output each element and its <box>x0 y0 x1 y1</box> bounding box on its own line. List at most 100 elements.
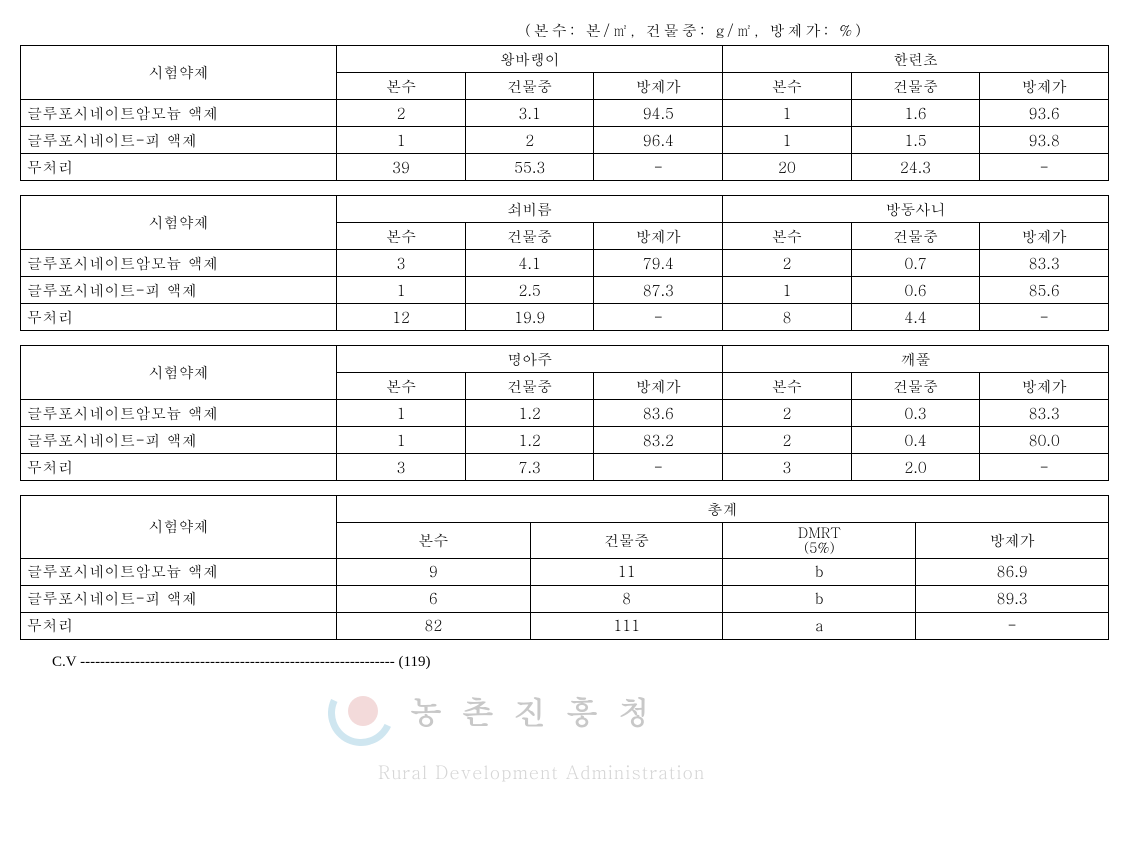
panel-0-row-0-c1: 3.1 <box>465 100 594 127</box>
panel-2-row-0-c4: 0.3 <box>851 400 980 427</box>
header-group-0: 명아주 <box>337 346 723 373</box>
total-row-2-c3: - <box>916 612 1109 639</box>
panel-0-row-2-c3: 20 <box>723 154 852 181</box>
panel-1-row-1-c0: 1 <box>337 277 466 304</box>
panel-2-row-2-agent: 무처리 <box>21 454 337 481</box>
header-group-1: 깨풀 <box>723 346 1109 373</box>
panel-1-row-1-agent: 글루포시네이트-피 액제 <box>21 277 337 304</box>
panel-0-row-1-c2: 96.4 <box>594 127 723 154</box>
panel-2-row-2-c5: - <box>980 454 1109 481</box>
panel-0-row-2-c0: 39 <box>337 154 466 181</box>
header-sub-1-2: 방제가 <box>980 373 1109 400</box>
panel-0-row-0-c0: 2 <box>337 100 466 127</box>
panel-1-row-0-c5: 83.3 <box>980 250 1109 277</box>
total-row-0-c3: 86.9 <box>916 558 1109 585</box>
total-row-2-c1: 111 <box>530 612 723 639</box>
panel-1-row-2-c4: 4.4 <box>851 304 980 331</box>
header-group-0: 쇠비름 <box>337 196 723 223</box>
panel-2-row-0-c1: 1.2 <box>465 400 594 427</box>
panel-2-row-0-agent: 글루포시네이트암모늄 액제 <box>21 400 337 427</box>
cv-page: (119) <box>399 654 431 670</box>
panel-0-row-0-c4: 1.6 <box>851 100 980 127</box>
panel-table-0: 시험약제왕바랭이한련초본수건물중방제가본수건물중방제가글루포시네이트암모늄 액제… <box>20 45 1109 181</box>
panel-2-row-1-c3: 2 <box>723 427 852 454</box>
watermark-text-korean: 농촌진흥청 <box>410 688 670 733</box>
header-sub-1-1: 건물중 <box>851 223 980 250</box>
total-row-0-c0: 9 <box>336 558 530 585</box>
total-row-0-c2: b <box>723 558 916 585</box>
header-sub-0-0: 본수 <box>337 373 466 400</box>
panel-0-row-1-agent: 글루포시네이트-피 액제 <box>21 127 337 154</box>
panel-2-row-0-c3: 2 <box>723 400 852 427</box>
header-total-c2: DMRT (5%) <box>723 523 916 559</box>
panel-0-row-1-c4: 1.5 <box>851 127 980 154</box>
panel-2-row-2-c4: 2.0 <box>851 454 980 481</box>
total-row-0-agent: 글루포시네이트암모늄 액제 <box>21 558 337 585</box>
panel-2-row-0-c0: 1 <box>337 400 466 427</box>
panel-1-row-1-c4: 0.6 <box>851 277 980 304</box>
header-agent: 시험약제 <box>21 46 337 100</box>
panel-1-row-1-c2: 87.3 <box>594 277 723 304</box>
total-row-2-c0: 82 <box>336 612 530 639</box>
header-sub-0-0: 본수 <box>337 73 466 100</box>
total-row-1-c1: 8 <box>530 585 723 612</box>
panel-1-row-0-c0: 3 <box>337 250 466 277</box>
panel-2-row-1-c1: 1.2 <box>465 427 594 454</box>
panel-1-row-1-c1: 2.5 <box>465 277 594 304</box>
panel-2-row-1-c2: 83.2 <box>594 427 723 454</box>
panel-table-2: 시험약제명아주깨풀본수건물중방제가본수건물중방제가글루포시네이트암모늄 액제11… <box>20 345 1109 481</box>
totals-table: 시험약제 총계 본수 건물중 DMRT (5%) 방제가 글루포시네이트암모늄 … <box>20 495 1109 640</box>
panel-0-row-2-c1: 55.3 <box>465 154 594 181</box>
header-group-1: 한련초 <box>723 46 1109 73</box>
panel-1-row-2-agent: 무처리 <box>21 304 337 331</box>
cv-line: C.V ------------------------------------… <box>20 654 1109 671</box>
header-sub-0-1: 건물중 <box>465 373 594 400</box>
cv-label: C.V <box>52 654 76 670</box>
panel-2-row-1-agent: 글루포시네이트-피 액제 <box>21 427 337 454</box>
total-row-1-c3: 89.3 <box>916 585 1109 612</box>
header-sub-0-2: 방제가 <box>594 373 723 400</box>
rda-logo <box>328 680 398 750</box>
panel-0-row-0-c3: 1 <box>723 100 852 127</box>
total-row-1-c2: b <box>723 585 916 612</box>
panel-0-row-0-c5: 93.6 <box>980 100 1109 127</box>
total-row-0-c1: 11 <box>530 558 723 585</box>
panel-1-row-2-c1: 19.9 <box>465 304 594 331</box>
header-total-c1: 건물중 <box>530 523 723 559</box>
panel-table-1: 시험약제쇠비름방동사니본수건물중방제가본수건물중방제가글루포시네이트암모늄 액제… <box>20 195 1109 331</box>
panel-1-row-2-c3: 8 <box>723 304 852 331</box>
panel-1-row-2-c5: - <box>980 304 1109 331</box>
header-sub-1-0: 본수 <box>723 373 852 400</box>
panel-2-row-2-c2: - <box>594 454 723 481</box>
panel-2-row-2-c3: 3 <box>723 454 852 481</box>
panel-1-row-1-c3: 1 <box>723 277 852 304</box>
panel-2-row-2-c1: 7.3 <box>465 454 594 481</box>
header-total-c0: 본수 <box>336 523 530 559</box>
cv-dashes: ----------------------------------------… <box>80 654 398 670</box>
header-sub-1-1: 건물중 <box>851 373 980 400</box>
watermark-text-english: Rural Development Administration <box>378 760 705 785</box>
panel-0-row-0-agent: 글루포시네이트암모늄 액제 <box>21 100 337 127</box>
panel-0-row-1-c5: 93.8 <box>980 127 1109 154</box>
panel-1-row-2-c2: - <box>594 304 723 331</box>
total-row-1-agent: 글루포시네이트-피 액제 <box>21 585 337 612</box>
panel-1-row-0-c2: 79.4 <box>594 250 723 277</box>
panel-2-row-2-c0: 3 <box>337 454 466 481</box>
panel-1-row-0-c1: 4.1 <box>465 250 594 277</box>
header-total-c3: 방제가 <box>916 523 1109 559</box>
header-sub-0-2: 방제가 <box>594 73 723 100</box>
panel-0-row-2-c2: - <box>594 154 723 181</box>
total-row-1-c0: 6 <box>336 585 530 612</box>
panel-1-row-2-c0: 12 <box>337 304 466 331</box>
total-row-2-agent: 무처리 <box>21 612 337 639</box>
panel-2-row-0-c2: 83.6 <box>594 400 723 427</box>
panel-0-row-2-c4: 24.3 <box>851 154 980 181</box>
panel-0-row-1-c1: 2 <box>465 127 594 154</box>
header-agent: 시험약제 <box>21 496 337 559</box>
panel-2-row-1-c4: 0.4 <box>851 427 980 454</box>
panel-0-row-0-c2: 94.5 <box>594 100 723 127</box>
header-total-group: 총계 <box>336 496 1108 523</box>
header-agent: 시험약제 <box>21 346 337 400</box>
panel-0-row-1-c3: 1 <box>723 127 852 154</box>
header-group-1: 방동사니 <box>723 196 1109 223</box>
